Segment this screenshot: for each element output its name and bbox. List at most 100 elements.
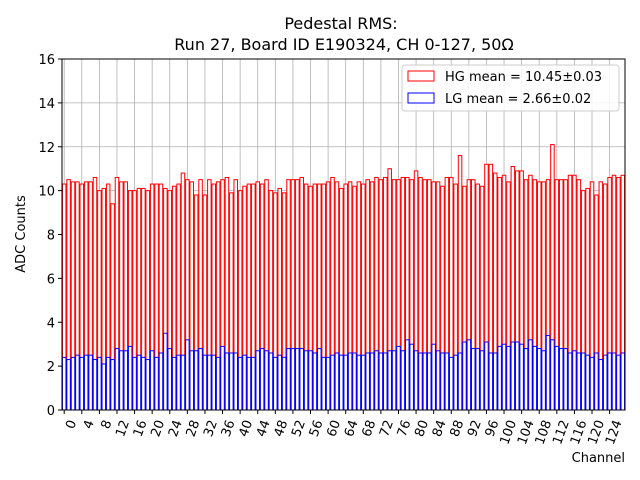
lg-bar: [427, 352, 432, 411]
lg-bar: [193, 350, 199, 411]
lg-bar: [149, 350, 155, 411]
lg-bar: [114, 348, 120, 411]
lg-bar: [611, 352, 617, 411]
x-tick-label: 72: [377, 418, 397, 439]
lg-bar: [620, 352, 626, 411]
chart-title: Pedestal RMS:: [284, 14, 397, 33]
lg-bar: [308, 350, 313, 411]
x-tick-label: 12: [113, 418, 133, 439]
x-tick-label: 16: [131, 418, 151, 439]
lg-bar: [299, 348, 304, 411]
x-tick-label: 0: [63, 418, 80, 431]
lg-bar: [387, 350, 392, 411]
lg-bar: [198, 348, 203, 411]
x-tick-label: 52: [289, 418, 309, 439]
lg-bar: [497, 345, 502, 411]
legend-swatch-hg: [407, 70, 435, 82]
x-axis-label: Channel: [572, 451, 625, 466]
lg-bar: [70, 356, 76, 411]
lg-bar: [83, 354, 89, 411]
lg-bar: [396, 345, 401, 411]
lg-bar: [312, 352, 318, 411]
lg-bar: [594, 352, 599, 411]
lg-bar: [444, 352, 450, 411]
lg-bar: [123, 350, 129, 411]
lg-bar: [550, 339, 555, 411]
x-tick-label: 28: [184, 418, 204, 439]
lg-bar: [268, 352, 274, 411]
lg-bar: [462, 341, 467, 411]
lg-bar: [163, 332, 168, 411]
lg-bar: [514, 341, 520, 411]
lg-bar: [154, 356, 159, 411]
lg-bar: [365, 352, 370, 411]
lg-bar: [75, 354, 80, 411]
lg-bar: [435, 350, 441, 411]
x-tick-label: 76: [395, 418, 415, 439]
lg-bar: [352, 352, 357, 411]
y-tick-label: 4: [47, 316, 55, 331]
lg-bar: [339, 354, 344, 411]
lg-bar: [580, 352, 586, 411]
lg-bar: [88, 354, 93, 411]
lg-bar: [132, 356, 137, 411]
lg-bar: [97, 356, 102, 411]
lg-bar: [400, 350, 406, 411]
x-tick-label: 80: [412, 418, 432, 439]
lg-bar: [576, 352, 582, 411]
lg-series-bars: [61, 332, 626, 411]
x-tick-label: 48: [272, 418, 292, 439]
lg-bar: [453, 354, 458, 411]
lg-bar: [510, 341, 516, 411]
lg-bar: [61, 356, 67, 411]
lg-bar: [224, 352, 230, 411]
lg-bar: [431, 343, 436, 411]
lg-bar: [356, 354, 362, 411]
x-tick-label: 84: [430, 418, 450, 439]
x-tick-label: 32: [201, 418, 221, 439]
lg-bar: [554, 345, 560, 411]
y-tick-label: 2: [47, 360, 55, 375]
y-tick-label: 10: [38, 185, 55, 200]
lg-bar: [211, 354, 217, 411]
lg-bar: [422, 352, 428, 411]
x-tick-label: 4: [81, 418, 98, 431]
lg-bar: [286, 348, 291, 411]
lg-bar: [585, 354, 590, 411]
lg-bar: [361, 354, 366, 411]
lg-bar: [523, 348, 529, 411]
lg-bar: [277, 354, 282, 411]
lg-bar: [563, 348, 568, 411]
lg-bar: [449, 356, 454, 411]
lg-bar: [207, 354, 212, 411]
lg-bar: [589, 356, 595, 411]
lg-bar: [536, 348, 542, 411]
lg-bar: [171, 356, 177, 411]
lg-bar: [119, 350, 124, 411]
lg-bar: [528, 339, 533, 411]
x-tick-label: 36: [219, 418, 239, 439]
lg-bar: [264, 350, 269, 411]
x-tick-label: 24: [166, 418, 186, 439]
x-tick-label: 88: [448, 418, 468, 439]
x-tick-label: 124: [603, 418, 626, 446]
hg-series-bars: [61, 144, 626, 411]
legend-box: [401, 64, 620, 112]
lg-bar: [105, 356, 111, 411]
x-tick-label: 60: [324, 418, 344, 439]
lg-bar: [158, 352, 164, 411]
lg-bar: [475, 348, 480, 411]
lg-bar: [136, 354, 142, 411]
lg-bar: [167, 348, 173, 411]
lg-bar: [457, 352, 463, 411]
x-tick-label: 64: [342, 418, 362, 439]
lg-bar: [405, 339, 410, 411]
lg-bar: [295, 348, 300, 411]
lg-bar: [242, 354, 247, 411]
lg-bar: [325, 356, 331, 411]
y-tick-label: 12: [38, 141, 55, 156]
y-axis-ticks: 0 2 4 6 8 10 12 14 16: [38, 53, 62, 419]
lg-bar: [281, 356, 287, 411]
lg-bar: [492, 352, 498, 411]
